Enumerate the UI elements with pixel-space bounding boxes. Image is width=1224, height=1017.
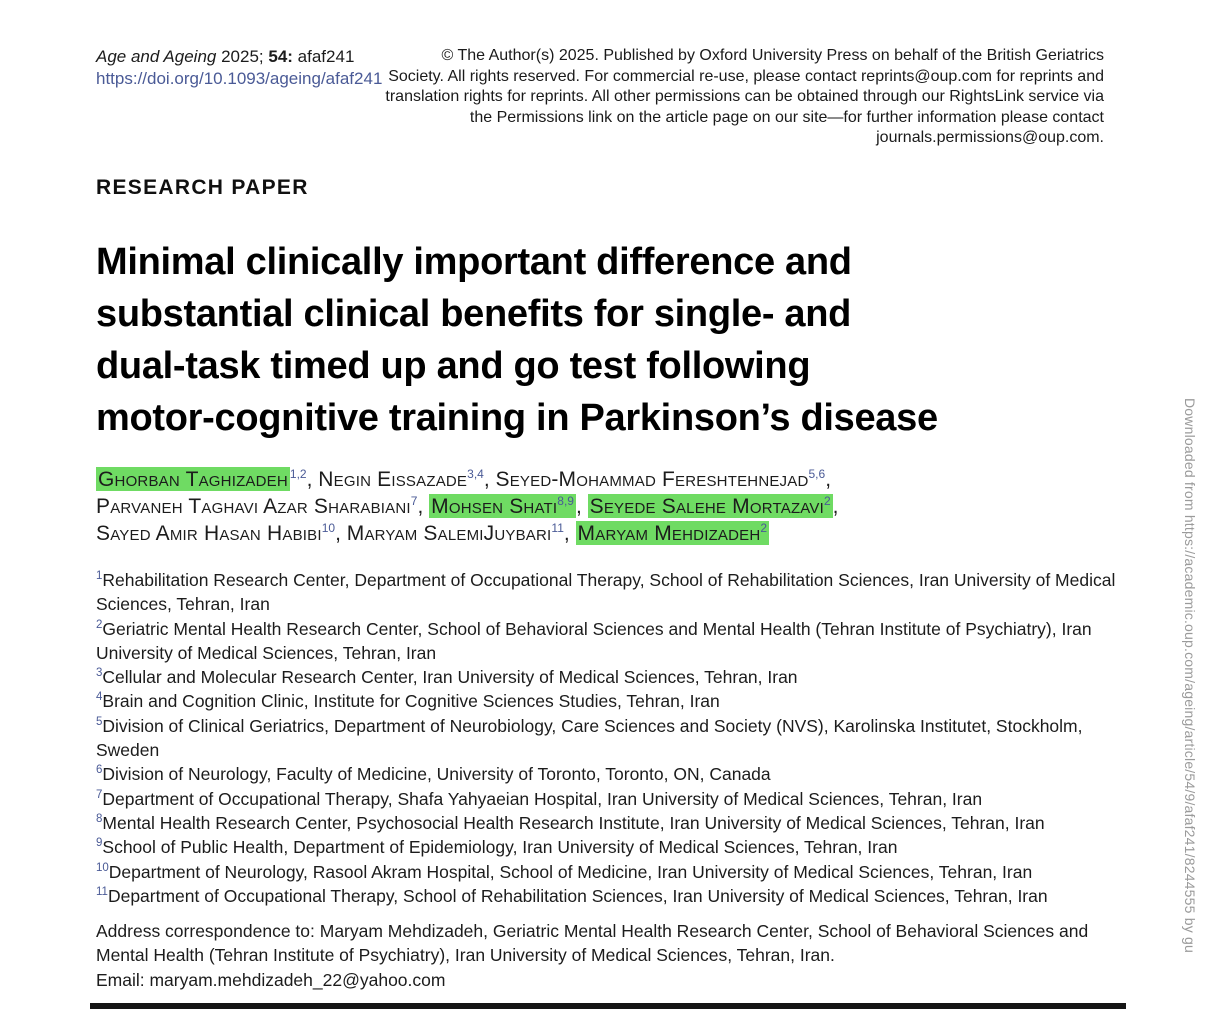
author-affiliation-superscript: 1,2 — [289, 467, 307, 481]
affiliation-item: 7Department of Occupational Therapy, Sha… — [96, 787, 1132, 811]
journal-name: Age and Ageing — [96, 47, 217, 66]
author-name: Mohsen Shati8,9 — [429, 494, 576, 518]
page-header: Age and Ageing 2025; 54: afaf241 https:/… — [96, 46, 1104, 149]
affiliation-text: School of Public Health, Department of E… — [102, 837, 898, 858]
author-name: Sayed Amir Hasan Habibi — [96, 522, 322, 545]
author-affiliation-superscript: 10 — [321, 521, 336, 535]
email-address: maryam.mehdizadeh_22@yahoo.com — [149, 969, 446, 990]
affiliation-number: 8 — [96, 813, 103, 826]
author-name: Seyed-Mohammad Fereshtehnejad — [495, 468, 809, 491]
affiliation-text: Geriatric Mental Health Research Center,… — [96, 618, 1092, 663]
affiliation-text: Division of Clinical Geriatrics, Departm… — [96, 715, 1083, 761]
citation-year: 2025; — [216, 47, 269, 66]
correspondence-block: Address correspondence to: Maryam Mehdiz… — [96, 919, 1132, 992]
affiliation-number: 10 — [96, 861, 109, 874]
download-watermark: Downloaded from https://academic.oup.com… — [1182, 398, 1198, 953]
affiliation-item: 8Mental Health Research Center, Psychoso… — [96, 811, 1132, 835]
affiliation-number: 6 — [96, 764, 103, 777]
affiliation-text: Rehabilitation Research Center, Departme… — [96, 570, 1116, 615]
affiliation-text: Brain and Cognition Clinic, Institute fo… — [102, 691, 720, 712]
affiliation-number: 2 — [96, 618, 103, 631]
affiliation-item: 1Rehabilitation Research Center, Departm… — [96, 568, 1132, 617]
affiliation-item: 10Department of Neurology, Rasool Akram … — [96, 860, 1132, 884]
doi-link[interactable]: https://doi.org/10.1093/ageing/afaf241 — [96, 69, 383, 88]
affiliation-item: 6Division of Neurology, Faculty of Medic… — [96, 762, 1132, 786]
affiliation-text: Department of Occupational Therapy, Shaf… — [102, 788, 983, 809]
journal-citation: Age and Ageing 2025; 54: afaf241 https:/… — [96, 46, 382, 149]
author-affiliation-superscript: 11 — [551, 521, 564, 535]
article-title: Minimal clinically important difference … — [96, 241, 938, 439]
affiliation-number: 3 — [96, 667, 103, 680]
author-affiliation-superscript: 3,4 — [467, 467, 484, 481]
affiliation-item: 9School of Public Health, Department of … — [96, 835, 1132, 859]
affiliation-text: Department of Occupational Therapy, Scho… — [107, 885, 1048, 906]
author-affiliation-superscript: 7 — [410, 494, 418, 508]
correspondence-address: Address correspondence to: Maryam Mehdiz… — [96, 921, 1089, 966]
author-affiliation-superscript: 5,6 — [808, 467, 826, 481]
author-list: Ghorban Taghizadeh 1,2, Negin Eissazade3,… — [96, 467, 839, 545]
author-name: Negin Eissazade — [318, 468, 468, 491]
author-name: Maryam Mehdizadeh2 — [575, 521, 770, 545]
affiliation-item: 5Division of Clinical Geriatrics, Depart… — [96, 714, 1132, 763]
email-label: Email: — [96, 969, 150, 990]
affiliation-item: 3Cellular and Molecular Research Center,… — [96, 665, 1132, 689]
volume-number: 54: — [268, 47, 293, 66]
author-name: Parvaneh Taghavi Azar Sharabiani — [96, 495, 411, 518]
affiliation-item: 4Brain and Cognition Clinic, Institute f… — [96, 689, 1132, 713]
copyright-notice: © The Author(s) 2025. Published by Oxfor… — [385, 47, 1104, 146]
affiliation-text: Mental Health Research Center, Psychosoc… — [102, 812, 1045, 833]
affiliation-item: 2Geriatric Mental Health Research Center… — [96, 617, 1132, 666]
author-affiliation-superscript: 2 — [823, 494, 831, 508]
author-name: Seyede Salehe Mortazavi2 — [587, 494, 833, 518]
correspondence-email-line: Email: maryam.mehdizadeh_22@yahoo.com — [96, 968, 1132, 992]
article-id: afaf241 — [292, 47, 355, 66]
affiliation-number: 1 — [96, 570, 103, 583]
affiliation-number: 7 — [96, 788, 103, 801]
author-name: Ghorban Taghizadeh — [96, 467, 290, 491]
affiliation-item: 11Department of Occupational Therapy, Sc… — [96, 884, 1132, 908]
citation-line: Age and Ageing 2025; 54: afaf241 — [96, 46, 382, 68]
author-affiliation-superscript: 2 — [760, 521, 768, 535]
affiliation-number: 4 — [96, 691, 103, 704]
affiliation-number: 11 — [96, 886, 108, 899]
affiliation-text: Cellular and Molecular Research Center, … — [102, 667, 798, 688]
affiliation-text: Division of Neurology, Faculty of Medici… — [102, 764, 771, 785]
affiliation-number: 5 — [96, 715, 103, 728]
affiliation-list: 1Rehabilitation Research Center, Departm… — [96, 568, 1132, 908]
author-affiliation-superscript: 8,9 — [557, 494, 574, 508]
affiliation-number: 9 — [96, 837, 103, 850]
section-label: RESEARCH PAPER — [96, 176, 309, 199]
section-divider-rule — [90, 1003, 1126, 1009]
affiliation-text: Department of Neurology, Rasool Akram Ho… — [108, 861, 1033, 882]
author-name: Maryam SalemiJuybari — [346, 522, 552, 545]
